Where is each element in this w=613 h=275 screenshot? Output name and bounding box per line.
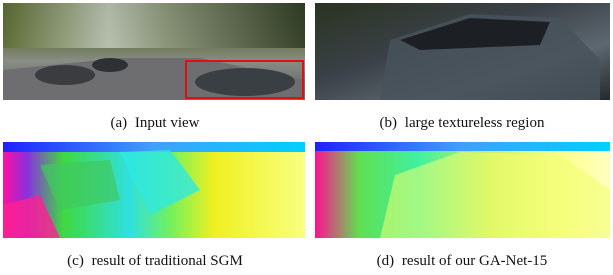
- caption-label: (d): [377, 253, 395, 269]
- caption-label: (a): [111, 115, 128, 131]
- caption-c: (c) result of traditional SGM: [67, 253, 243, 269]
- caption-text: Input view: [135, 115, 200, 131]
- caption-label: (b): [380, 115, 398, 131]
- panel-d-image: [315, 142, 610, 238]
- caption-b: (b) large textureless region: [380, 115, 545, 131]
- caption-text: result of our GA-Net-15: [402, 253, 547, 269]
- caption-d: (d) result of our GA-Net-15: [377, 253, 548, 269]
- figure: (a) Input view (b) large textureless reg…: [0, 0, 613, 275]
- caption-a: (a) Input view: [111, 115, 200, 131]
- panel-a-image: [3, 3, 305, 100]
- caption-text: large textureless region: [405, 115, 545, 131]
- panel-c-image: [3, 142, 305, 238]
- caption-label: (c): [67, 253, 84, 269]
- caption-text: result of traditional SGM: [92, 253, 243, 269]
- panel-b-image: [315, 3, 610, 100]
